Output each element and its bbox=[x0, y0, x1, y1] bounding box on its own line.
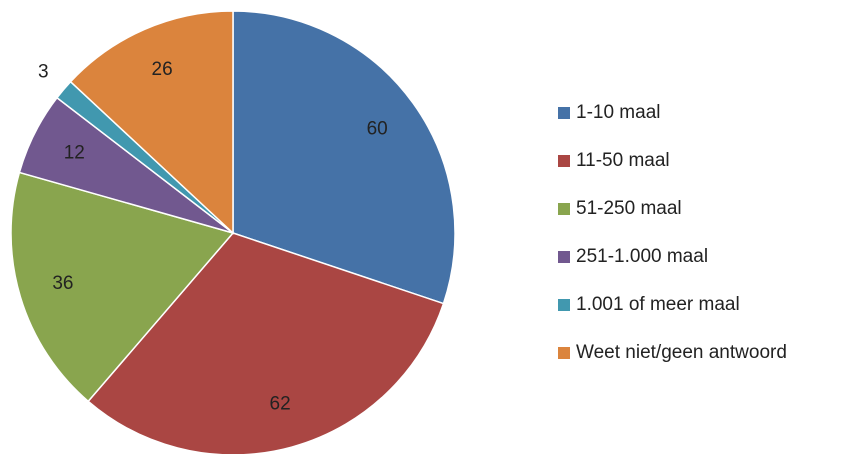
pie-slice bbox=[87, 232, 445, 454]
data-label: 60 bbox=[367, 118, 388, 139]
legend-swatch bbox=[558, 347, 570, 359]
legend-label: 11-50 maal bbox=[576, 150, 670, 171]
data-label: 26 bbox=[152, 59, 173, 80]
legend-label: 1-10 maal bbox=[576, 102, 661, 123]
legend-swatch bbox=[558, 203, 570, 215]
legend-label: Weet niet/geen antwoord bbox=[576, 342, 787, 363]
legend-swatch bbox=[558, 299, 570, 311]
legend-label: 251-1.000 maal bbox=[576, 246, 708, 267]
data-label: 36 bbox=[52, 273, 73, 294]
pie-slice bbox=[10, 171, 235, 403]
pie-slice bbox=[232, 10, 456, 305]
data-label: 3 bbox=[38, 61, 49, 82]
legend-swatch bbox=[558, 251, 570, 263]
data-label: 12 bbox=[64, 142, 85, 163]
legend-label: 51-250 maal bbox=[576, 198, 682, 219]
legend-label: 1.001 of meer maal bbox=[576, 294, 740, 315]
legend-swatch bbox=[558, 107, 570, 119]
legend-swatch bbox=[558, 155, 570, 167]
pie-slice bbox=[69, 10, 234, 235]
data-label: 62 bbox=[270, 393, 291, 414]
